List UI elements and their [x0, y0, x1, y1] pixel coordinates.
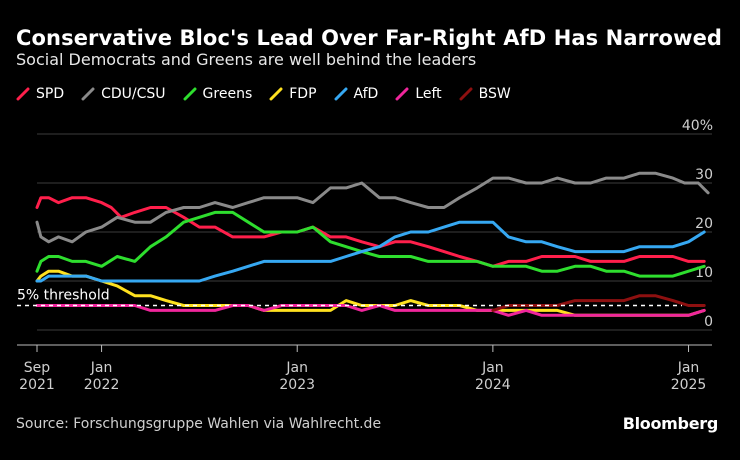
legend-item-afd: AfD: [334, 86, 379, 102]
legend-swatch-afd: [334, 87, 348, 101]
x-tick-label: Jan: [677, 360, 700, 376]
legend: SPD CDU/CSU Greens FDP AfD Left BSW: [16, 86, 528, 102]
x-tick-label: Sep: [24, 360, 51, 376]
series-line-greens: [35, 210, 706, 278]
series-line-cdu-csu: [35, 171, 710, 244]
x-tick-label: 2025: [671, 377, 707, 393]
x-tick-label: Jan: [481, 360, 504, 376]
brand-logo: Bloomberg: [622, 414, 719, 433]
legend-label-spd: SPD: [36, 86, 65, 102]
legend-swatch-cdu-csu: [81, 87, 95, 101]
series-line-afd: [35, 220, 706, 283]
y-tick-label: 30: [695, 167, 713, 183]
legend-swatch-greens: [183, 87, 197, 101]
legend-label-fdp: FDP: [289, 86, 317, 102]
y-tick-label: 0: [704, 314, 713, 330]
series-line-left: [35, 304, 706, 317]
legend-swatch-left: [395, 87, 409, 101]
legend-label-greens: Greens: [202, 86, 253, 102]
series-line-spd: [35, 196, 706, 268]
legend-swatch-spd: [16, 87, 30, 101]
source-note: Source: Forschungsgruppe Wahlen via Wahl…: [16, 416, 382, 432]
chart-title: Conservative Bloc's Lead Over Far-Right …: [16, 26, 723, 50]
legend-swatch-bsw: [459, 87, 473, 101]
chart-subtitle: Social Democrats and Greens are well beh…: [16, 50, 477, 69]
legend-item-bsw: BSW: [459, 86, 511, 102]
legend-item-cdu-csu: CDU/CSU: [81, 86, 166, 102]
x-tick-label: 2023: [279, 377, 315, 393]
legend-label-bsw: BSW: [478, 86, 511, 102]
x-tick-label: Jan: [285, 360, 308, 376]
legend-item-greens: Greens: [183, 86, 253, 102]
x-tick-label: 2024: [475, 377, 511, 393]
legend-label-left: Left: [415, 86, 442, 102]
threshold-label: 5% threshold: [17, 288, 110, 304]
x-tick-label: 2021: [19, 377, 55, 393]
y-tick-label: 20: [695, 216, 713, 232]
legend-swatch-fdp: [269, 87, 283, 101]
series-line-bsw: [491, 294, 706, 312]
y-tick-label: 40%: [682, 118, 713, 134]
legend-item-fdp: FDP: [269, 86, 317, 102]
x-tick-label: 2022: [84, 377, 120, 393]
x-tick-label: Jan: [90, 360, 113, 376]
legend-label-afd: AfD: [353, 86, 379, 102]
legend-item-left: Left: [395, 86, 442, 102]
legend-item-spd: SPD: [16, 86, 64, 102]
legend-label-cdu-csu: CDU/CSU: [101, 86, 166, 102]
